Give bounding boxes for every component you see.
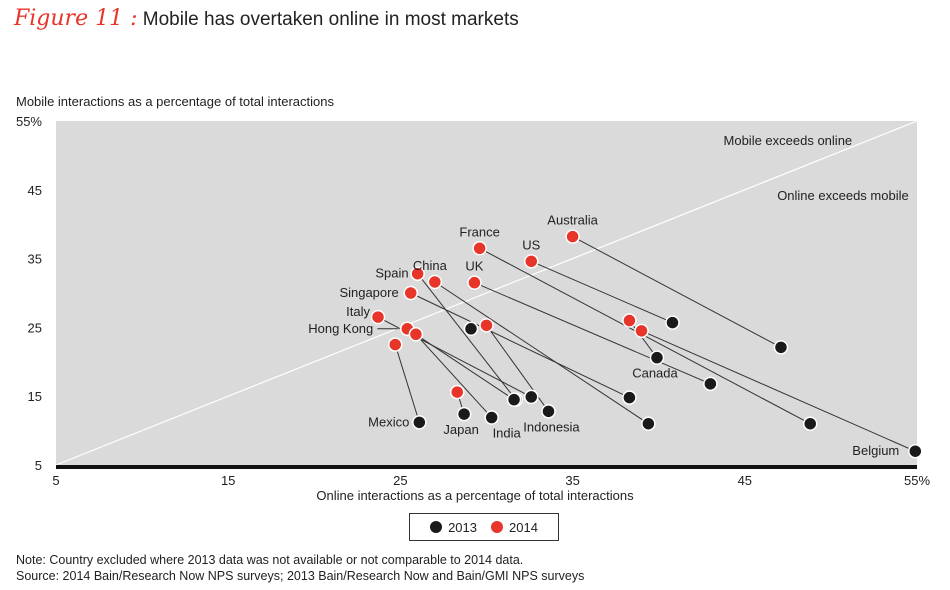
point-2013 (641, 416, 656, 431)
annotation-mobile-exceeds: Mobile exceeds online (724, 133, 853, 148)
y-tick-label: 35 (28, 252, 42, 267)
point-2014 (427, 274, 443, 290)
x-tick-label: 25 (393, 473, 407, 488)
point-2013 (541, 404, 556, 419)
country-label: China (413, 258, 448, 273)
connector-line (641, 330, 916, 452)
point-2013 (703, 376, 718, 392)
connector-line (394, 344, 420, 423)
country-label: Belgium (852, 443, 899, 458)
point-2014 (370, 309, 386, 325)
legend-item-2014: 2014 (491, 520, 538, 535)
y-tick-label: 5 (35, 458, 42, 473)
x-tick-label: 5 (52, 473, 59, 488)
point-2013 (484, 410, 499, 425)
point-2014 (408, 327, 424, 342)
legend-dot-2014 (491, 521, 503, 533)
point-2013 (524, 389, 539, 405)
x-tick-label: 55% (904, 473, 930, 488)
connector-line (629, 320, 658, 358)
figure-title: Figure 11 : Mobile has overtaken online … (14, 6, 519, 31)
legend: 2013 2014 (409, 513, 559, 541)
connector-line (474, 282, 711, 385)
connector-line (415, 333, 493, 418)
point-2014 (634, 323, 649, 339)
x-tick-label: 15 (221, 473, 235, 488)
legend-item-2013: 2013 (430, 520, 477, 535)
y-tick-label: 25 (28, 320, 42, 335)
point-2013 (773, 340, 789, 355)
country-label: Singapore (339, 285, 398, 300)
point-2014 (403, 285, 418, 301)
point-2014 (479, 318, 494, 333)
legend-label-2014: 2014 (509, 519, 538, 535)
point-2013 (802, 416, 818, 431)
connector-line (407, 328, 515, 401)
connector-line (417, 273, 517, 400)
point-2013 (456, 406, 472, 422)
point-2013 (412, 415, 427, 430)
connector-line (410, 292, 630, 399)
country-label: US (522, 237, 540, 252)
country-label: France (459, 224, 499, 239)
country-label: Mexico (368, 414, 409, 429)
point-2013 (649, 350, 665, 365)
point-2014 (622, 313, 637, 328)
country-label: Australia (547, 213, 598, 228)
point-2014 (524, 254, 539, 269)
country-label: India (493, 426, 522, 441)
legend-dot-2013 (430, 521, 443, 533)
point-2014 (410, 266, 425, 281)
x-tick-label: 35 (565, 473, 579, 488)
y-tick-label: 55% (16, 114, 42, 129)
point-2013 (665, 315, 680, 330)
point-2013 (463, 321, 479, 337)
point-2014 (472, 241, 487, 256)
country-label: Canada (632, 366, 678, 381)
country-label: Japan (443, 422, 478, 437)
scatter-chart: 5 15 25 35 45 55% 5 15 25 35 45 55% Mobile exceeds o… (16, 114, 930, 488)
y-axis-label: Mobile interactions as a percentage of t… (16, 94, 334, 109)
annotation-online-exceeds: Online exceeds mobile (777, 188, 909, 203)
note-text: Note: Country excluded where 2013 data w… (16, 553, 524, 567)
country-label: Indonesia (523, 419, 580, 434)
y-tick-label: 45 (28, 183, 42, 198)
point-2014 (387, 337, 403, 352)
connector-line (531, 260, 673, 324)
point-2013 (506, 392, 522, 407)
legend-label-2013: 2013 (448, 519, 477, 535)
point-2013 (908, 443, 923, 459)
country-label: Hong Kong (308, 321, 373, 336)
diagonal-line (55, 120, 918, 466)
country-label: UK (465, 259, 483, 274)
x-tick-label: 45 (738, 473, 752, 488)
source-text: Source: 2014 Bain/Research Now NPS surve… (16, 569, 585, 583)
figure-label: Figure 11 : (14, 6, 138, 31)
x-axis-line (56, 465, 917, 469)
x-axis-label: Online interactions as a percentage of t… (316, 488, 634, 503)
point-2014 (467, 275, 482, 290)
y-tick-label: 15 (28, 389, 42, 404)
footnote: Note: Country excluded where 2013 data w… (16, 552, 584, 584)
figure-heading: Mobile has overtaken online in most mark… (142, 9, 519, 30)
point-2014 (449, 384, 465, 400)
country-label: Spain (375, 266, 408, 281)
country-label: Italy (346, 304, 370, 319)
connector-line (434, 281, 649, 425)
point-2013 (622, 390, 637, 405)
connector-line (572, 236, 782, 348)
point-2014 (565, 229, 580, 244)
